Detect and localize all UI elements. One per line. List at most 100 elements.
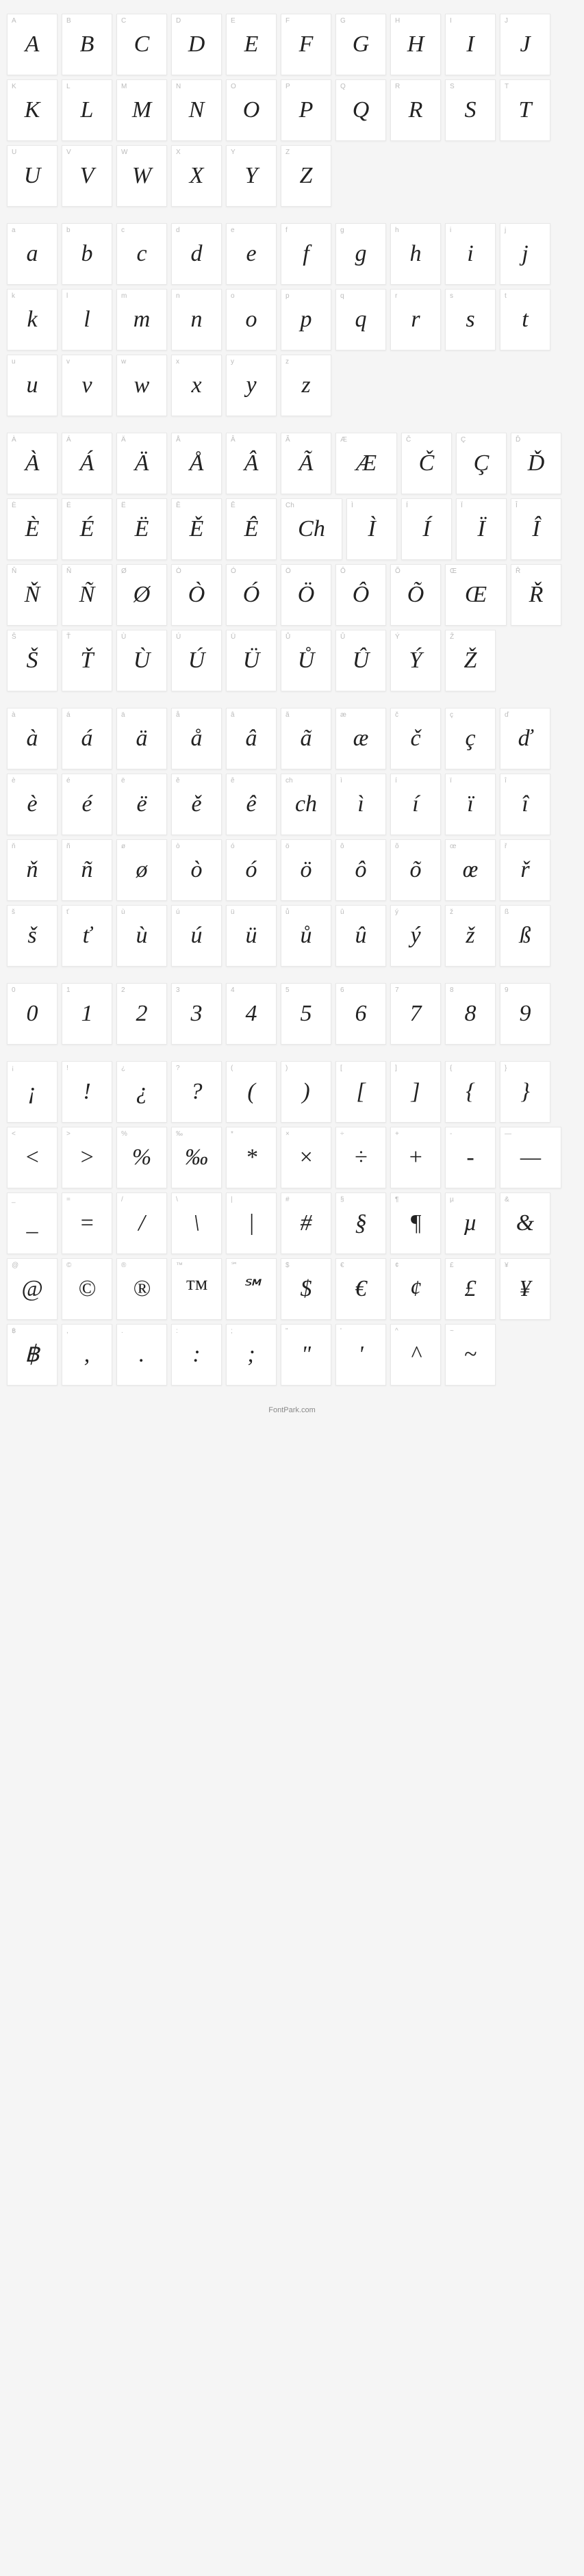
glyph-char: Ť bbox=[81, 649, 94, 672]
glyph-cell: ©© bbox=[62, 1258, 112, 1320]
glyph-cell: ŇŇ bbox=[7, 564, 58, 626]
glyph-char: 8 bbox=[465, 1002, 477, 1025]
glyph-label: 7 bbox=[395, 986, 399, 994]
glyph-char: v bbox=[81, 374, 92, 397]
glyph-cell: ÀÀ bbox=[7, 433, 58, 494]
glyph-label: ‰ bbox=[176, 1130, 183, 1138]
glyph-char: _ bbox=[27, 1212, 38, 1235]
glyph-char: § bbox=[355, 1212, 367, 1235]
glyph-label: Â bbox=[231, 436, 236, 444]
glyph-char: ß bbox=[520, 924, 531, 947]
glyph-label: O bbox=[231, 83, 236, 90]
glyph-cell: ďď bbox=[500, 708, 550, 769]
glyph-char: Ö bbox=[298, 583, 315, 607]
glyph-label: Ú bbox=[176, 633, 181, 641]
glyph-cell: õõ bbox=[390, 839, 441, 901]
glyph-char: ó bbox=[246, 858, 257, 882]
glyph-cell: ŒŒ bbox=[445, 564, 507, 626]
glyph-char: D bbox=[188, 33, 205, 56]
glyph-label: à bbox=[12, 711, 16, 719]
glyph-char: I bbox=[466, 33, 474, 56]
glyph-label: Č bbox=[406, 436, 411, 444]
glyph-char: ň bbox=[27, 858, 38, 882]
glyph-label: ¶ bbox=[395, 1196, 398, 1203]
glyph-char: ä bbox=[136, 727, 148, 750]
glyph-cell: ,, bbox=[62, 1324, 112, 1386]
glyph-char: Ě bbox=[190, 518, 204, 541]
glyph-char: ( bbox=[247, 1080, 255, 1104]
glyph-char: k bbox=[27, 308, 37, 331]
glyph-cell: dd bbox=[171, 223, 222, 285]
glyph-char: Ň bbox=[25, 583, 40, 607]
glyph-label: - bbox=[450, 1130, 452, 1138]
glyph-char: X bbox=[190, 164, 204, 188]
glyph-char: o bbox=[246, 308, 257, 331]
glyph-char: á bbox=[81, 727, 93, 750]
glyph-label: È bbox=[12, 502, 16, 509]
glyph-char: × bbox=[299, 1146, 314, 1169]
glyph-label: Ö bbox=[285, 568, 291, 575]
glyph-label: û bbox=[340, 908, 344, 916]
glyph-char: ì bbox=[357, 793, 364, 816]
glyph-cell: qq bbox=[335, 289, 386, 350]
glyph-label: 1 bbox=[66, 986, 71, 994]
glyph-char: Œ bbox=[465, 583, 487, 607]
glyph-label: w bbox=[121, 358, 126, 366]
glyph-label: Á bbox=[66, 436, 71, 444]
glyph-cell: QQ bbox=[335, 79, 386, 141]
glyph-char: - bbox=[466, 1146, 474, 1169]
glyph-cell: ÊÊ bbox=[226, 498, 277, 560]
glyph-cell: 44 bbox=[226, 983, 277, 1045]
glyph-label: u bbox=[12, 358, 16, 366]
glyph-char: 2 bbox=[136, 1002, 148, 1025]
glyph-cell: ÌÌ bbox=[346, 498, 397, 560]
glyph-cell: ßß bbox=[500, 905, 550, 967]
glyph-label: § bbox=[340, 1196, 344, 1203]
glyph-char: 7 bbox=[410, 1002, 422, 1025]
glyph-cell: óó bbox=[226, 839, 277, 901]
glyph-label: 0 bbox=[12, 986, 16, 994]
glyph-label: æ bbox=[340, 711, 346, 719]
glyph-char: : bbox=[192, 1343, 200, 1366]
glyph-label: f bbox=[285, 227, 288, 234]
glyph-char: ø bbox=[136, 858, 148, 882]
glyph-label: 6 bbox=[340, 986, 344, 994]
glyph-cell: chch bbox=[281, 774, 331, 835]
glyph-cell: µµ bbox=[445, 1193, 496, 1254]
glyph-label: ! bbox=[66, 1064, 68, 1072]
glyph-cell: ¶¶ bbox=[390, 1193, 441, 1254]
glyph-label: M bbox=[121, 83, 127, 90]
glyph-char: ñ bbox=[81, 858, 93, 882]
glyph-char: N bbox=[189, 99, 205, 122]
glyph-label: Ch bbox=[285, 502, 294, 509]
glyph-label: 2 bbox=[121, 986, 125, 994]
glyph-cell: ÛÛ bbox=[335, 630, 386, 691]
glyph-label: ÷ bbox=[340, 1130, 344, 1138]
glyph-label: b bbox=[66, 227, 71, 234]
glyph-label: B bbox=[66, 17, 71, 25]
glyph-char: Č bbox=[419, 452, 435, 475]
glyph-cell: čč bbox=[390, 708, 441, 769]
glyph-cell: ìì bbox=[335, 774, 386, 835]
glyph-char: å bbox=[191, 727, 203, 750]
glyph-label: & bbox=[505, 1196, 509, 1203]
glyph-cell: řř bbox=[500, 839, 550, 901]
glyph-cell: øø bbox=[116, 839, 167, 901]
glyph-label: H bbox=[395, 17, 400, 25]
glyph-cell: ÓÓ bbox=[226, 564, 277, 626]
glyph-char: f bbox=[303, 242, 309, 266]
glyph-char: E bbox=[244, 33, 259, 56]
glyph-label: É bbox=[66, 502, 71, 509]
glyph-label: Ò bbox=[176, 568, 181, 575]
glyph-cell: ËË bbox=[116, 498, 167, 560]
glyph-cell: 33 bbox=[171, 983, 222, 1045]
glyph-label: j bbox=[505, 227, 506, 234]
glyph-cell: ññ bbox=[62, 839, 112, 901]
glyph-label: : bbox=[176, 1327, 178, 1335]
glyph-char: Ú bbox=[188, 649, 205, 672]
glyph-label: î bbox=[505, 777, 507, 785]
glyph-cell: :: bbox=[171, 1324, 222, 1386]
glyph-label: Ý bbox=[395, 633, 400, 641]
glyph-cell: §§ bbox=[335, 1193, 386, 1254]
glyph-char: Ë bbox=[135, 518, 149, 541]
